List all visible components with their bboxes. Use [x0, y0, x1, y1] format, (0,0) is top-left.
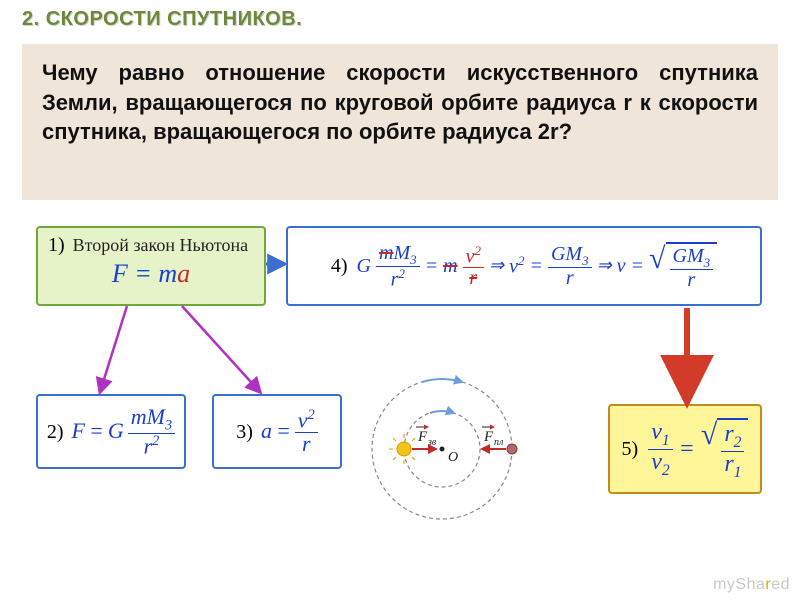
a: a	[261, 418, 272, 443]
mM: mM	[131, 404, 165, 429]
svg-text:пл: пл	[494, 437, 504, 448]
sub: 2	[734, 434, 742, 451]
section-title: 2. СКОРОСТИ СПУТНИКОВ.	[22, 8, 302, 31]
GM: GM	[551, 243, 582, 265]
orbit-diagram: O F зв F пл	[372, 379, 517, 519]
wm-pre: mySha	[713, 576, 765, 593]
v: v	[617, 255, 626, 277]
sup2: 2	[152, 433, 159, 449]
svg-text:F: F	[417, 429, 428, 445]
r2: r	[724, 421, 733, 447]
implies: ⇒	[597, 256, 612, 276]
sub: 1	[734, 463, 742, 480]
svg-text:F: F	[483, 429, 494, 445]
sup2: 2	[308, 407, 315, 423]
r: r	[144, 433, 153, 458]
sup: 2	[474, 243, 481, 258]
box3-num: 3)	[236, 421, 253, 443]
eq: =	[276, 419, 291, 443]
box1-caption: Второй закон Ньютона	[73, 235, 249, 255]
box4-num: 4)	[331, 255, 348, 277]
sub: 3	[410, 252, 417, 267]
wm-post: ed	[771, 576, 790, 593]
problem-box: Чему равно отношение скорости искусствен…	[22, 44, 778, 200]
eq: =	[631, 255, 645, 277]
box-newton-second-law: 1) Второй закон Ньютона F = ma	[36, 226, 266, 306]
sup: 2	[398, 266, 405, 281]
r1: r	[724, 451, 733, 477]
G: G	[357, 255, 371, 277]
center-label: O	[448, 450, 458, 465]
sup: 2	[518, 253, 525, 268]
implies: ⇒	[489, 256, 504, 276]
v2: v	[651, 449, 662, 475]
sub: 3	[582, 253, 589, 268]
r: r	[302, 431, 311, 456]
box-result: 5) v1 v2 = √ r2 r1	[608, 404, 762, 494]
eq-sign: =	[134, 259, 152, 288]
G: G	[108, 418, 124, 443]
eq: =	[89, 419, 104, 443]
eq: =	[679, 436, 695, 462]
box2-num: 2)	[47, 421, 64, 443]
box2-equation: 2) F = G mM3 r2	[48, 402, 174, 461]
box1-num: 1)	[48, 234, 65, 256]
v: v	[298, 408, 308, 433]
box4-equation: 4) G mM3 r2 = m v2 r ⇒ v2 = GM3 r ⇒	[298, 234, 750, 298]
box1-equation: F = ma	[48, 260, 254, 289]
box-derivation: 4) G mM3 r2 = m v2 r ⇒ v2 = GM3 r ⇒	[286, 226, 762, 306]
box5-equation: 5) v1 v2 = √ r2 r1	[620, 412, 750, 486]
GM: GM	[673, 245, 704, 267]
r: r	[566, 267, 574, 289]
sub3: 3	[165, 417, 172, 433]
sub: 2	[662, 461, 670, 478]
v1: v	[651, 419, 662, 445]
diagram-area: 1) Второй закон Ньютона F = ma 2) F = G …	[22, 214, 778, 586]
box5-num: 5)	[622, 438, 639, 460]
watermark: myShared	[713, 576, 790, 594]
sub: 1	[662, 432, 670, 449]
svg-text:зв: зв	[427, 437, 437, 448]
arrow-F-to-box2	[100, 306, 127, 392]
arrow-a-to-box3	[182, 306, 260, 392]
box3-equation: 3) a = v2 r	[224, 402, 330, 461]
m-strike: m	[443, 255, 457, 277]
eq: =	[425, 255, 439, 277]
m: m	[158, 259, 177, 288]
problem-text: Чему равно отношение скорости искусствен…	[42, 58, 758, 147]
F: F	[72, 418, 85, 443]
v: v	[509, 256, 518, 278]
sub: 3	[704, 255, 711, 270]
a: a	[177, 259, 190, 288]
box-gravity-force: 2) F = G mM3 r2	[36, 394, 186, 469]
F: F	[112, 259, 128, 288]
box-centripetal-accel: 3) a = v2 r	[212, 394, 342, 469]
r: r	[469, 267, 477, 289]
r: r	[687, 269, 695, 291]
eq: =	[529, 255, 543, 277]
